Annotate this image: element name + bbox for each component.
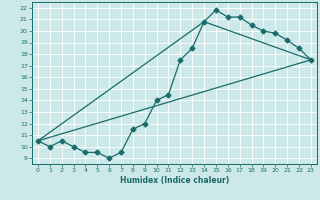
X-axis label: Humidex (Indice chaleur): Humidex (Indice chaleur): [120, 176, 229, 185]
